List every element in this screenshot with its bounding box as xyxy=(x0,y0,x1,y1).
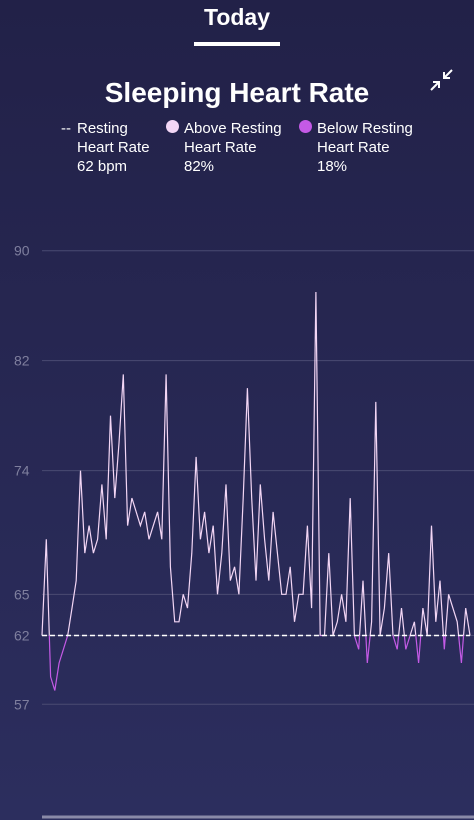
legend-item: Above Resting Heart Rate 82% xyxy=(166,119,294,176)
y-tick-label: 74 xyxy=(14,463,30,479)
legend-dot xyxy=(299,120,312,133)
heart-rate-line xyxy=(41,291,471,691)
legend-item: Below Resting Heart Rate 18% xyxy=(299,119,427,176)
y-tick-label: 65 xyxy=(14,586,30,602)
legend-marker: -- xyxy=(61,120,71,137)
y-tick-label: 57 xyxy=(14,696,30,712)
legend-label: Below Resting Heart Rate xyxy=(317,120,413,156)
y-tick-label: 90 xyxy=(14,243,30,259)
y-tick-label: 62 xyxy=(14,628,30,644)
legend-dot xyxy=(166,120,179,133)
legend-value: 18% xyxy=(317,158,348,175)
y-tick-label: 82 xyxy=(14,353,30,369)
legend-value: 82% xyxy=(184,158,215,175)
legend-value: 62 bpm xyxy=(77,158,128,175)
tab-underline xyxy=(194,42,280,46)
legend-item: -- Resting Heart Rate 62 bpm xyxy=(61,119,157,176)
tab-today[interactable]: Today xyxy=(203,4,271,30)
legend-label: Above Resting Heart Rate xyxy=(184,120,282,156)
collapse-icon[interactable] xyxy=(430,69,453,91)
chart-title: Sleeping Heart Rate xyxy=(104,77,370,108)
legend-label: Resting Heart Rate xyxy=(77,120,150,156)
